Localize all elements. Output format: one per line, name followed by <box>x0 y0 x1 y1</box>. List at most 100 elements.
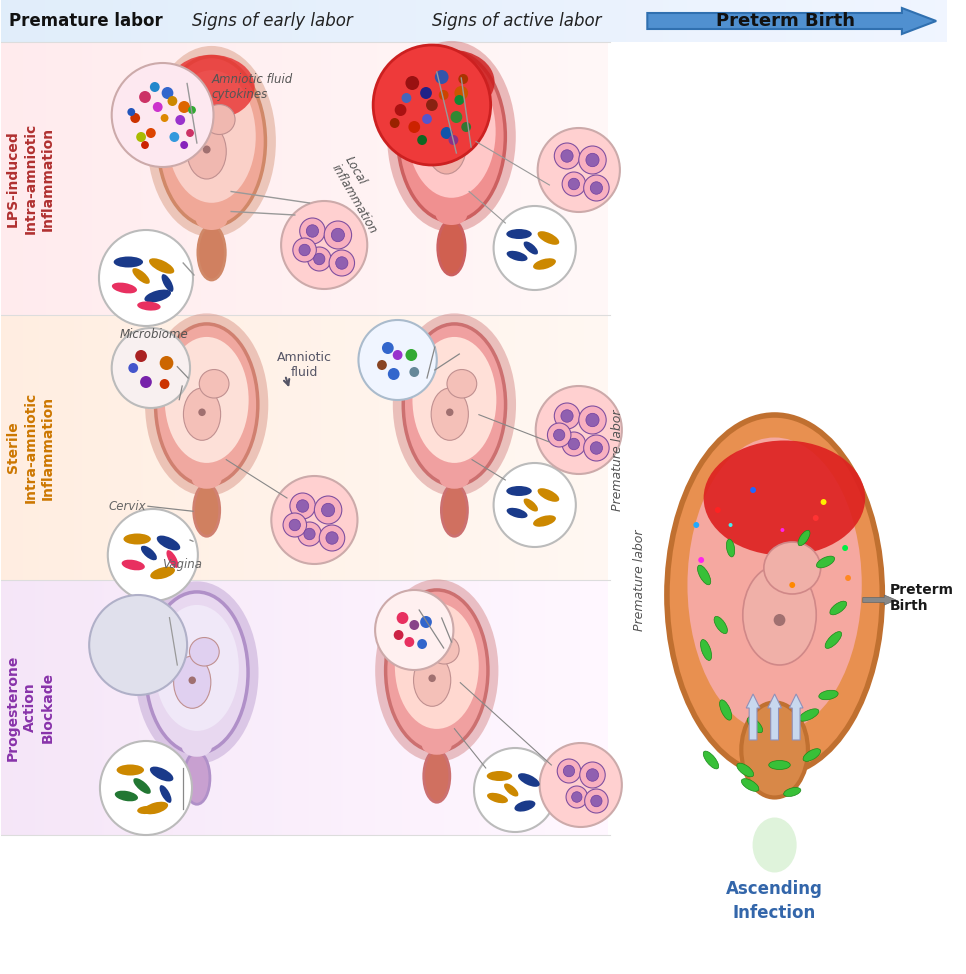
Bar <box>141 315 143 580</box>
Bar <box>147 0 148 42</box>
Bar <box>628 0 629 42</box>
Bar <box>448 0 449 42</box>
Bar <box>835 0 836 42</box>
Bar <box>302 42 305 315</box>
Bar <box>376 580 378 835</box>
Ellipse shape <box>429 635 459 664</box>
Bar <box>393 315 396 580</box>
Bar <box>297 315 299 580</box>
Bar <box>276 315 279 580</box>
Bar <box>224 580 226 835</box>
Bar <box>193 580 196 835</box>
Ellipse shape <box>819 691 838 699</box>
Bar <box>695 0 696 42</box>
Bar <box>43 0 44 42</box>
Bar <box>391 42 394 315</box>
Bar <box>132 580 135 835</box>
Bar <box>456 0 457 42</box>
Bar <box>859 0 860 42</box>
Bar <box>137 0 138 42</box>
Bar <box>272 0 273 42</box>
Bar <box>395 0 396 42</box>
Bar <box>278 0 279 42</box>
Bar <box>240 42 242 315</box>
Bar <box>597 0 598 42</box>
Bar <box>412 580 414 835</box>
Bar <box>295 0 296 42</box>
Bar <box>487 580 489 835</box>
Bar <box>800 0 801 42</box>
Bar <box>5 580 8 835</box>
Bar <box>110 42 113 315</box>
Bar <box>491 0 492 42</box>
Bar <box>294 0 295 42</box>
Bar <box>543 0 544 42</box>
Bar <box>287 0 288 42</box>
Bar <box>461 580 463 835</box>
Bar <box>145 42 147 315</box>
Bar <box>182 42 184 315</box>
Bar <box>102 42 104 315</box>
Bar <box>269 42 270 315</box>
Bar <box>422 315 424 580</box>
Bar <box>246 315 248 580</box>
Bar <box>566 315 568 580</box>
Bar <box>353 0 354 42</box>
Bar <box>927 0 928 42</box>
Bar <box>38 315 40 580</box>
Bar <box>919 0 920 42</box>
Bar <box>517 0 518 42</box>
Bar <box>117 0 118 42</box>
Bar <box>191 0 192 42</box>
Bar <box>49 42 52 315</box>
Bar <box>572 42 574 315</box>
Bar <box>918 0 919 42</box>
Bar <box>73 0 74 42</box>
Bar <box>111 0 112 42</box>
Bar <box>688 0 689 42</box>
Ellipse shape <box>533 515 555 527</box>
Bar <box>122 0 123 42</box>
Circle shape <box>694 522 699 528</box>
Bar <box>566 580 568 835</box>
Circle shape <box>169 132 180 142</box>
Circle shape <box>290 493 315 519</box>
Bar <box>851 0 852 42</box>
Bar <box>130 42 133 315</box>
Bar <box>557 315 560 580</box>
Bar <box>7 0 8 42</box>
Bar <box>604 0 606 42</box>
Bar <box>5 42 8 315</box>
Bar <box>515 42 518 315</box>
Bar <box>459 42 461 315</box>
Bar <box>338 0 339 42</box>
Bar <box>209 0 210 42</box>
Bar <box>16 0 17 42</box>
Bar <box>592 580 594 835</box>
Bar <box>84 580 87 835</box>
Bar <box>21 580 24 835</box>
Bar <box>873 0 874 42</box>
Bar <box>315 315 317 580</box>
Ellipse shape <box>697 565 711 584</box>
Bar <box>263 0 264 42</box>
Bar <box>398 42 400 315</box>
Bar <box>84 42 87 315</box>
Bar <box>940 0 941 42</box>
Bar <box>202 0 203 42</box>
Bar <box>150 0 151 42</box>
Bar <box>552 42 554 315</box>
Bar <box>728 0 729 42</box>
Bar <box>138 0 139 42</box>
Bar <box>505 580 507 835</box>
Bar <box>262 0 263 42</box>
Bar <box>49 0 50 42</box>
Bar <box>638 0 639 42</box>
Bar <box>32 42 34 315</box>
Bar <box>514 0 515 42</box>
Bar <box>74 315 76 580</box>
Bar <box>158 580 161 835</box>
Bar <box>402 0 403 42</box>
Bar <box>917 0 918 42</box>
Bar <box>58 0 59 42</box>
